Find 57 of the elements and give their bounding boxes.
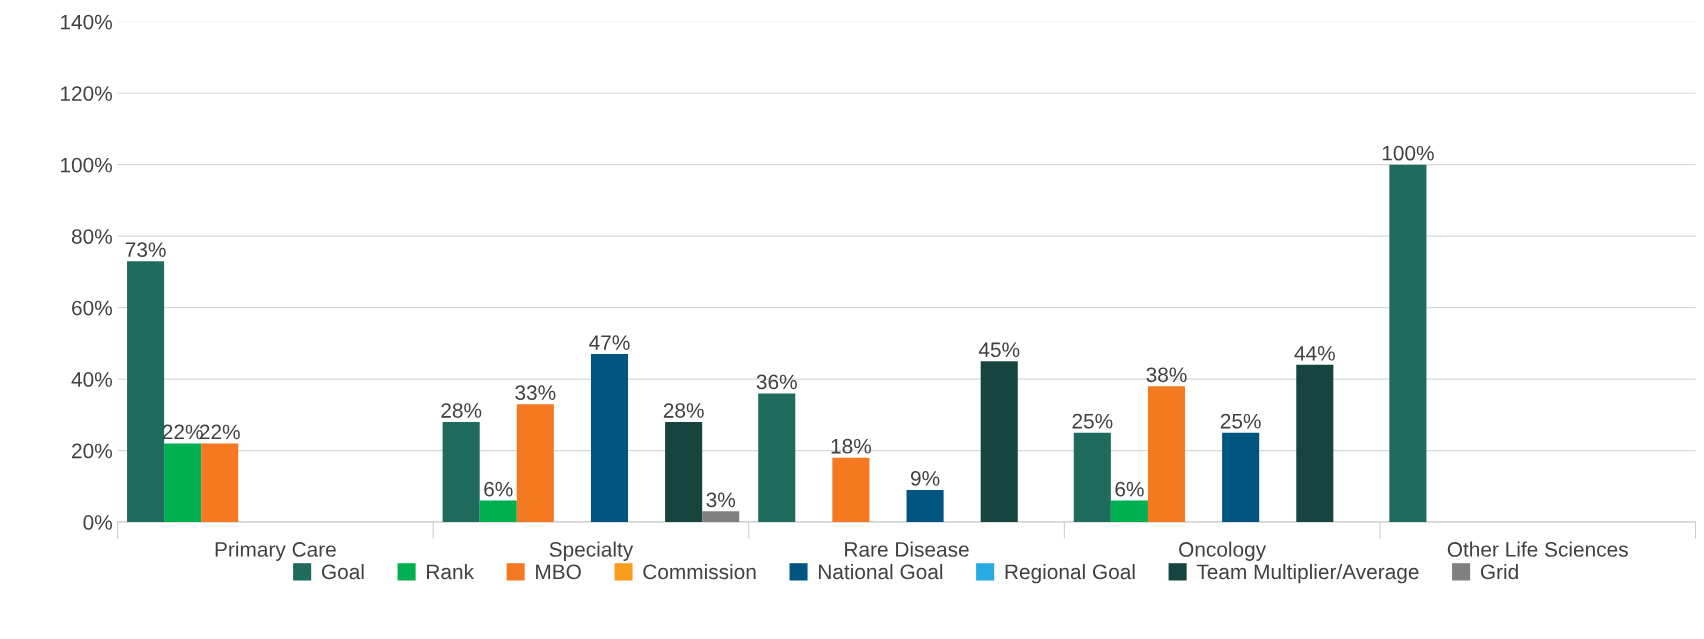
legend-label: Commission	[643, 563, 756, 580]
data-label: 6%	[1115, 481, 1144, 497]
bar	[590, 354, 629, 523]
data-label: 3%	[706, 492, 736, 508]
y-tick-label: 80%	[71, 229, 112, 244]
legend-label: Rank	[427, 563, 475, 580]
data-label: 44%	[1294, 346, 1335, 361]
y-tick-label: 0%	[83, 515, 112, 530]
bar	[1389, 164, 1427, 523]
bar	[1222, 432, 1260, 523]
bar	[832, 457, 870, 523]
y-tick-label: 40%	[71, 372, 112, 387]
x-tick-label: Specialty	[549, 541, 634, 561]
data-label: 38%	[1146, 367, 1187, 383]
bar	[906, 489, 944, 523]
x-tick-label: Oncology	[1179, 541, 1267, 561]
data-label: 25%	[1072, 413, 1113, 429]
data-label: 73%	[125, 242, 166, 258]
bar	[1073, 432, 1111, 523]
legend-label: Team Multiplier/Average	[1196, 563, 1419, 584]
y-tick-label: 100%	[61, 157, 112, 173]
y-tick-label: 20%	[72, 443, 112, 459]
x-tick-label: Rare Disease	[845, 541, 969, 557]
bar	[1110, 500, 1148, 523]
bar	[127, 261, 165, 523]
data-label: 47%	[589, 335, 630, 350]
x-tick-label: Other Life Sciences	[1447, 541, 1628, 557]
legend-label: MBO	[536, 564, 581, 580]
bar	[1147, 386, 1186, 523]
bar	[201, 443, 239, 523]
y-tick-label: 60%	[72, 300, 112, 316]
y-tick-label: 140%	[61, 14, 112, 30]
bar	[665, 422, 703, 523]
bar	[980, 361, 1018, 523]
data-label: 36%	[756, 374, 797, 390]
data-label: 100%	[1382, 145, 1434, 161]
bar	[164, 443, 202, 523]
data-label: 28%	[441, 403, 482, 418]
data-label: 6%	[484, 481, 513, 497]
x-tick-label: Primary Care	[215, 541, 336, 561]
data-label: 45%	[978, 342, 1020, 358]
bar	[479, 500, 517, 523]
data-label: 33%	[515, 385, 556, 401]
data-label: 18%	[831, 438, 872, 454]
bar	[516, 404, 554, 523]
legend-label: Goal	[321, 563, 364, 580]
legend-label: National Goal	[818, 563, 943, 580]
legend-label: Grid	[1480, 563, 1518, 580]
bar	[758, 393, 796, 523]
y-tick-label: 120%	[61, 86, 112, 101]
bar	[1296, 364, 1334, 523]
bar	[702, 511, 740, 523]
legend-label: Regional Goal	[1005, 563, 1135, 584]
data-label: 9%	[910, 471, 940, 486]
data-label: 28%	[663, 403, 704, 418]
bar	[442, 422, 480, 523]
data-label: 25%	[1220, 413, 1261, 429]
